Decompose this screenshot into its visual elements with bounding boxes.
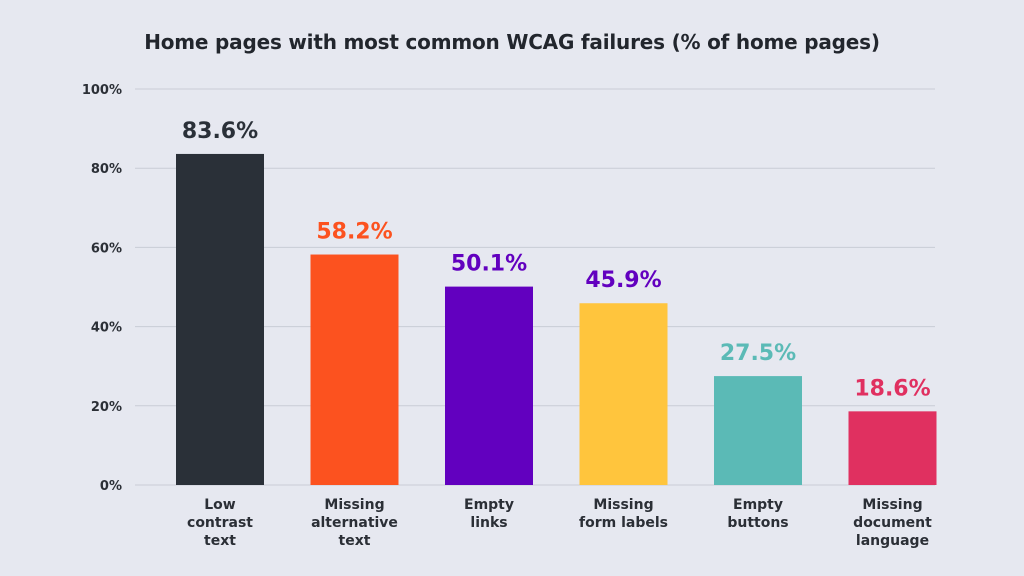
x-axis-labels: Low contrast text Missing alternative text Emp…: [187, 497, 932, 549]
x-tick-label: Missing alternative text: [311, 497, 398, 549]
bar: [176, 153, 264, 485]
x-tick-label: Empty buttons: [727, 497, 788, 531]
gridlines: [135, 88, 935, 486]
bar: [579, 303, 668, 485]
y-axis-ticks: 0% 20% 40% 60% 80% 100%: [82, 83, 122, 494]
x-tick-label: Low contrast text: [187, 497, 253, 549]
data-label: 27.5%: [720, 341, 796, 366]
chart-title: Home pages with most common WCAG failure…: [144, 30, 880, 54]
y-tick-label: 100%: [82, 83, 122, 98]
data-label: 83.6%: [182, 119, 258, 144]
data-label: 45.9%: [585, 268, 661, 293]
bar: [310, 254, 399, 485]
x-tick-label: Empty links: [464, 497, 514, 531]
y-tick-label: 20%: [91, 400, 122, 415]
y-tick-label: 60%: [91, 241, 122, 256]
bar: [848, 411, 937, 485]
y-tick-label: 80%: [91, 162, 122, 177]
data-label: 58.2%: [316, 220, 392, 245]
data-label: 50.1%: [451, 252, 527, 277]
x-tick-label: Missing document language: [853, 497, 932, 549]
bar: [445, 286, 533, 485]
y-tick-label: 0%: [100, 479, 122, 494]
data-label: 18.6%: [854, 376, 930, 401]
bars: [176, 153, 937, 485]
y-tick-label: 40%: [91, 321, 122, 336]
bar: [714, 376, 802, 485]
x-tick-label: Missing form labels: [579, 497, 668, 531]
data-labels: 83.6% 58.2% 50.1% 45.9% 27.5% 18.6%: [182, 119, 931, 401]
